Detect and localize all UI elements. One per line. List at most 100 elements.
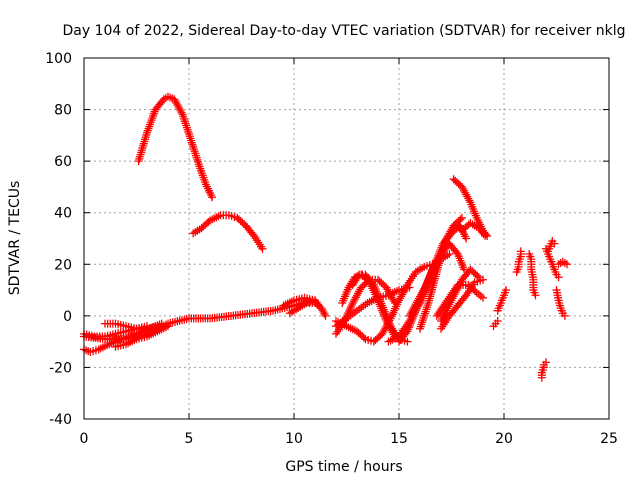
data-point-trail [184, 127, 193, 136]
data-point [481, 231, 490, 240]
series-arc-27 [525, 249, 540, 300]
data-point-trail [192, 151, 200, 160]
x-tick-label: 15 [390, 431, 408, 447]
series-arc-31 [552, 286, 569, 320]
series-arc-30 [544, 237, 559, 256]
data-point [416, 324, 424, 333]
data-point-trail [479, 229, 488, 238]
data-point-trail [456, 215, 465, 224]
data-point-trail [188, 140, 197, 149]
data-point-trail [416, 322, 425, 331]
x-tick-label: 5 [185, 431, 194, 447]
data-point-trail [192, 153, 201, 162]
data-point-trail [183, 125, 192, 134]
data-point [405, 283, 414, 292]
data-point-trail [189, 142, 198, 151]
data-point [321, 311, 330, 320]
data-point [462, 234, 471, 243]
data-point-trail [180, 117, 189, 126]
y-tick-label: -40 [49, 412, 72, 428]
data-point-trail [417, 320, 426, 329]
data-point-trail [385, 316, 394, 325]
series-arc-26 [512, 247, 525, 277]
y-tick-label: 80 [54, 103, 72, 119]
data-point-trail [465, 196, 474, 205]
y-tick-label: 100 [45, 51, 72, 67]
data-point-trail [177, 108, 186, 117]
data-point [531, 291, 540, 300]
data-point-trail [394, 298, 403, 307]
axis-ticks [83, 57, 610, 420]
data-point-trail [391, 304, 400, 313]
data-point [208, 193, 217, 202]
data-point [516, 247, 525, 256]
data-point-trail [560, 258, 569, 267]
data-point [386, 314, 395, 323]
series-arc-2 [189, 211, 267, 253]
plot-frame [83, 57, 610, 420]
data-point-trail [182, 123, 191, 132]
y-tick-label: 20 [54, 257, 72, 273]
data-point-trail [420, 309, 429, 318]
data-point [458, 213, 466, 222]
data-point-trail [346, 304, 354, 313]
data-point-trail [420, 311, 429, 320]
data-point-trail [346, 302, 355, 311]
data-point-trail [421, 307, 430, 316]
data-point-trail [389, 308, 398, 317]
data-point-trail [191, 149, 200, 158]
data-point [258, 244, 267, 253]
data-point [187, 136, 196, 145]
data-point [474, 273, 483, 282]
data-point-trail [193, 155, 202, 164]
y-tick-label: 0 [63, 309, 72, 325]
data-point-trail [359, 333, 368, 342]
data-point [164, 322, 172, 331]
data-point-trail [186, 134, 195, 143]
data-point-trail [166, 93, 175, 102]
data-point-trail [393, 300, 402, 309]
data-point-trail [185, 132, 194, 141]
x-tick-label: 20 [495, 431, 513, 447]
data-point-trail [388, 310, 397, 319]
data-point [550, 239, 559, 248]
data-point-trail [181, 119, 190, 128]
series-arc-1 [134, 92, 217, 202]
data-point-trail [421, 282, 430, 291]
series-arc-18 [416, 213, 466, 333]
data-point-trail [347, 300, 356, 309]
data-point-trail [418, 318, 427, 327]
data-point-trail [387, 312, 396, 321]
series-arc-13 [332, 260, 437, 346]
x-tick-label: 25 [600, 431, 618, 447]
series-arc-28 [537, 358, 550, 382]
y-axis-label: SDTVAR / TECUs [7, 181, 23, 296]
x-tick-label: 10 [285, 431, 303, 447]
data-point-trail [319, 307, 328, 316]
data-point-trail [423, 303, 431, 312]
y-tick-label: 60 [54, 154, 72, 170]
data-point [403, 337, 412, 346]
series-arc-9 [285, 298, 326, 318]
y-tick-label: -20 [49, 360, 72, 376]
data-point [479, 275, 487, 284]
series-arc-7 [111, 322, 172, 351]
x-tick-labels: 0 5 10 15 20 25 [80, 431, 618, 447]
data-point [554, 273, 563, 282]
data-point-trail [189, 145, 198, 154]
chart-title: Day 104 of 2022, Sidereal Day-to-day VTE… [63, 23, 626, 39]
series-arc-21 [437, 275, 487, 333]
data-point [493, 317, 502, 326]
series-arc-25 [493, 286, 511, 315]
series-arc-24 [489, 317, 502, 331]
data-point-trail [392, 302, 401, 311]
x-tick-label: 0 [80, 431, 89, 447]
data-point-trail [82, 346, 91, 355]
gridlines [84, 58, 609, 419]
series-arc-14 [332, 283, 414, 331]
data-point [479, 293, 487, 302]
data-point-trail [190, 147, 199, 156]
data-point-trail [452, 282, 461, 291]
y-tick-labels: -40 -20 0 20 40 60 80 100 [45, 51, 72, 428]
series-arc-23 [458, 219, 490, 240]
